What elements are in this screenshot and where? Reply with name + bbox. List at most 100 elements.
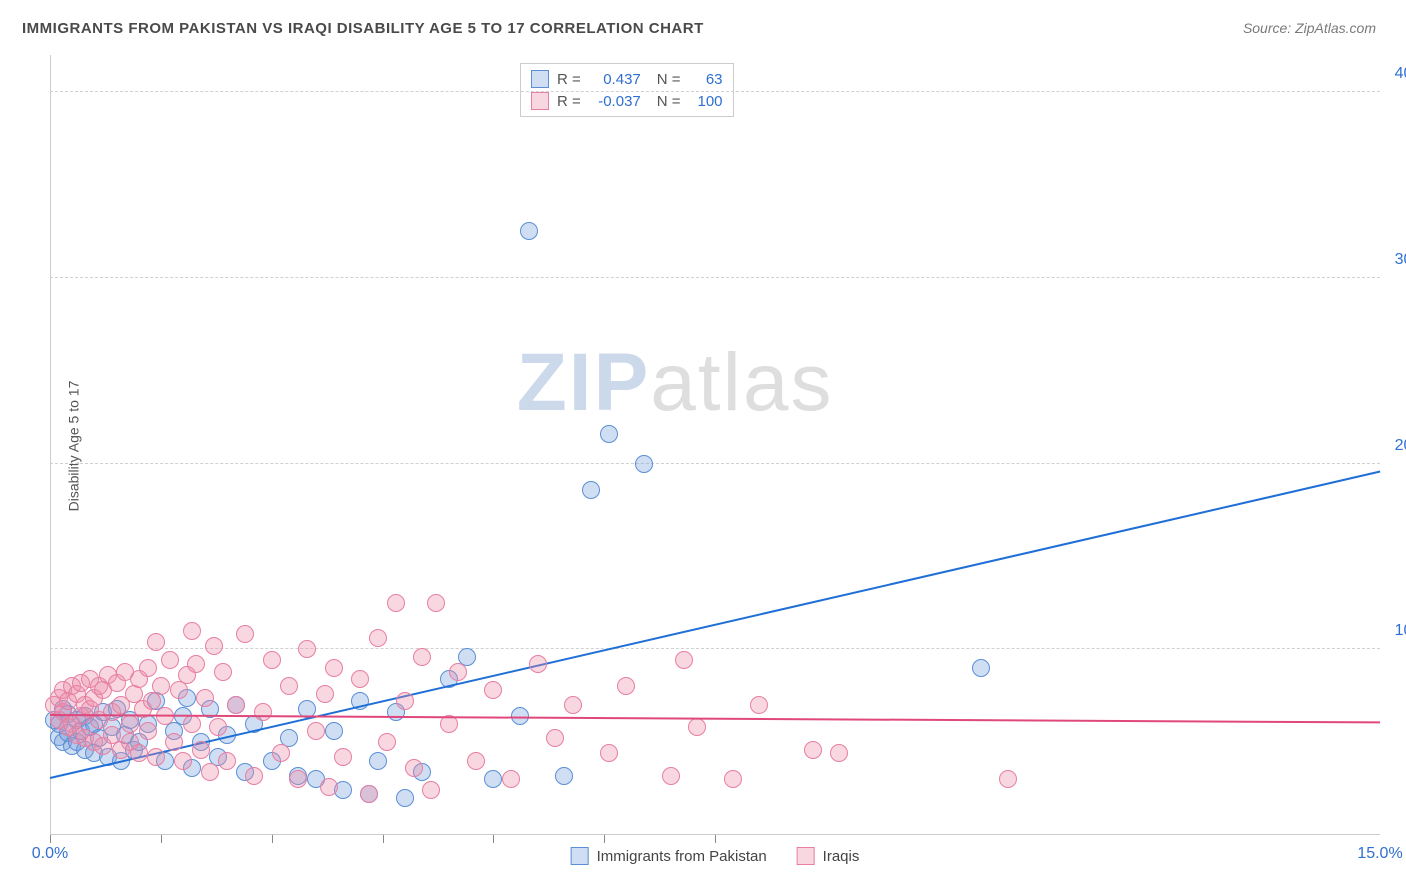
stats-n-label: N = <box>657 93 681 110</box>
scatter-point-iraqis <box>139 659 157 677</box>
stats-r-value: 0.437 <box>589 71 641 88</box>
legend-swatch <box>531 70 549 88</box>
scatter-point-iraqis <box>236 625 254 643</box>
chart-title: IMMIGRANTS FROM PAKISTAN VS IRAQI DISABI… <box>22 20 704 37</box>
gridline-h <box>50 463 1380 464</box>
scatter-point-iraqis <box>187 655 205 673</box>
scatter-point-iraqis <box>254 703 272 721</box>
stats-r-label: R = <box>557 93 581 110</box>
scatter-point-iraqis <box>688 718 706 736</box>
scatter-point-iraqis <box>999 770 1017 788</box>
scatter-point-pakistan <box>325 722 343 740</box>
y-tick-label: 20.0% <box>1385 437 1406 455</box>
scatter-point-pakistan <box>555 767 573 785</box>
scatter-point-iraqis <box>201 763 219 781</box>
scatter-point-iraqis <box>750 696 768 714</box>
x-tick <box>272 835 273 843</box>
legend-label: Iraqis <box>823 848 860 865</box>
scatter-point-iraqis <box>617 677 635 695</box>
gridline-h <box>50 277 1380 278</box>
scatter-point-iraqis <box>334 748 352 766</box>
y-tick-label: 30.0% <box>1385 251 1406 269</box>
scatter-point-iraqis <box>130 744 148 762</box>
scatter-point-iraqis <box>325 659 343 677</box>
x-tick <box>604 835 605 843</box>
scatter-point-iraqis <box>183 715 201 733</box>
legend-swatch <box>571 847 589 865</box>
legend-swatch <box>531 92 549 110</box>
scatter-point-iraqis <box>378 733 396 751</box>
gridline-h <box>50 91 1380 92</box>
scatter-point-iraqis <box>422 781 440 799</box>
scatter-point-pakistan <box>582 481 600 499</box>
stats-r-label: R = <box>557 71 581 88</box>
stats-n-value: 100 <box>689 93 723 110</box>
scatter-point-iraqis <box>467 752 485 770</box>
scatter-point-iraqis <box>263 651 281 669</box>
legend-item: Immigrants from Pakistan <box>571 847 767 865</box>
scatter-point-pakistan <box>396 789 414 807</box>
scatter-point-pakistan <box>520 222 538 240</box>
scatter-point-iraqis <box>320 778 338 796</box>
scatter-point-iraqis <box>387 594 405 612</box>
scatter-point-iraqis <box>449 663 467 681</box>
scatter-point-iraqis <box>196 689 214 707</box>
scatter-point-iraqis <box>546 729 564 747</box>
scatter-point-iraqis <box>396 692 414 710</box>
scatter-point-iraqis <box>289 770 307 788</box>
scatter-point-iraqis <box>174 752 192 770</box>
scatter-point-iraqis <box>183 622 201 640</box>
scatter-point-pakistan <box>600 425 618 443</box>
scatter-point-iraqis <box>316 685 334 703</box>
scatter-point-iraqis <box>351 670 369 688</box>
scatter-point-pakistan <box>484 770 502 788</box>
stats-row: R = -0.037 N = 100 <box>531 90 723 112</box>
scatter-point-iraqis <box>245 767 263 785</box>
stats-row: R =0.437N =63 <box>531 68 723 90</box>
scatter-point-iraqis <box>427 594 445 612</box>
x-tick-label: 0.0% <box>32 845 68 863</box>
legend-item: Iraqis <box>797 847 860 865</box>
scatter-point-iraqis <box>218 752 236 770</box>
stats-n-value: 63 <box>689 71 723 88</box>
scatter-point-iraqis <box>139 722 157 740</box>
x-tick <box>715 835 716 843</box>
scatter-point-iraqis <box>121 715 139 733</box>
scatter-point-iraqis <box>165 733 183 751</box>
watermark-zip: ZIP <box>517 337 651 428</box>
scatter-point-iraqis <box>662 767 680 785</box>
scatter-point-iraqis <box>369 629 387 647</box>
correlation-stats-legend: R = 0.437 N = 63 R = -0.037 N = 100 <box>520 63 734 117</box>
scatter-point-iraqis <box>209 718 227 736</box>
legend-label: Immigrants from Pakistan <box>597 848 767 865</box>
scatter-point-iraqis <box>192 741 210 759</box>
scatter-point-iraqis <box>484 681 502 699</box>
scatter-point-pakistan <box>369 752 387 770</box>
scatter-point-iraqis <box>564 696 582 714</box>
scatter-point-iraqis <box>413 648 431 666</box>
x-tick <box>50 835 51 843</box>
stats-r-value: -0.037 <box>589 93 641 110</box>
trend-line-pakistan <box>50 471 1380 779</box>
scatter-point-pakistan <box>635 455 653 473</box>
y-tick-label: 10.0% <box>1385 622 1406 640</box>
y-tick-label: 40.0% <box>1385 65 1406 83</box>
watermark-atlas: atlas <box>650 337 833 428</box>
scatter-point-iraqis <box>830 744 848 762</box>
x-tick <box>161 835 162 843</box>
scatter-point-iraqis <box>529 655 547 673</box>
scatter-point-iraqis <box>675 651 693 669</box>
x-tick-label: 15.0% <box>1357 845 1402 863</box>
scatter-point-iraqis <box>502 770 520 788</box>
scatter-point-iraqis <box>227 696 245 714</box>
scatter-point-iraqis <box>307 722 325 740</box>
scatter-point-iraqis <box>724 770 742 788</box>
scatter-point-iraqis <box>161 651 179 669</box>
scatter-point-iraqis <box>360 785 378 803</box>
gridline-h <box>50 648 1380 649</box>
source-attribution: Source: ZipAtlas.com <box>1243 20 1376 36</box>
scatter-point-pakistan <box>972 659 990 677</box>
scatter-point-iraqis <box>147 748 165 766</box>
scatter-point-iraqis <box>405 759 423 777</box>
scatter-point-iraqis <box>280 677 298 695</box>
